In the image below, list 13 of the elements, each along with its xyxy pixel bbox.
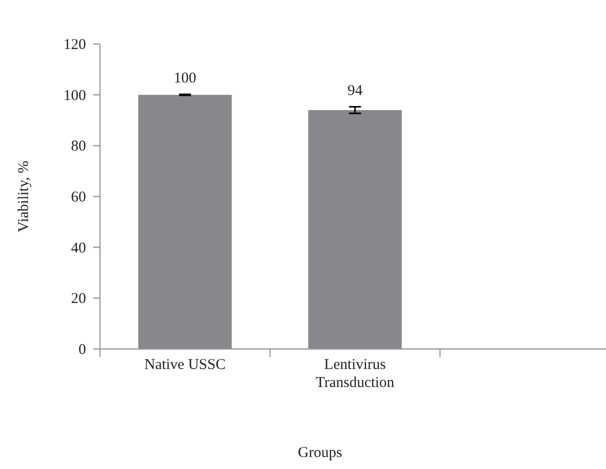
x-axis-title: Groups xyxy=(298,445,342,461)
y-tick-label: 40 xyxy=(71,240,86,256)
y-tick-label: 120 xyxy=(64,37,86,53)
y-tick-label: 80 xyxy=(71,138,86,155)
y-tick-label: 20 xyxy=(71,291,86,308)
y-tick-label: 100 xyxy=(64,88,86,104)
x-tick-label: Native USSC xyxy=(144,357,226,373)
x-tick-label: Lentivirus Transduction xyxy=(316,357,395,391)
y-tick-label: 0 xyxy=(78,342,86,358)
data-label: 100 xyxy=(174,70,196,86)
y-axis-title: Viability, % xyxy=(16,160,32,232)
data-label: 94 xyxy=(348,82,363,99)
y-tick-label: 60 xyxy=(71,190,86,206)
